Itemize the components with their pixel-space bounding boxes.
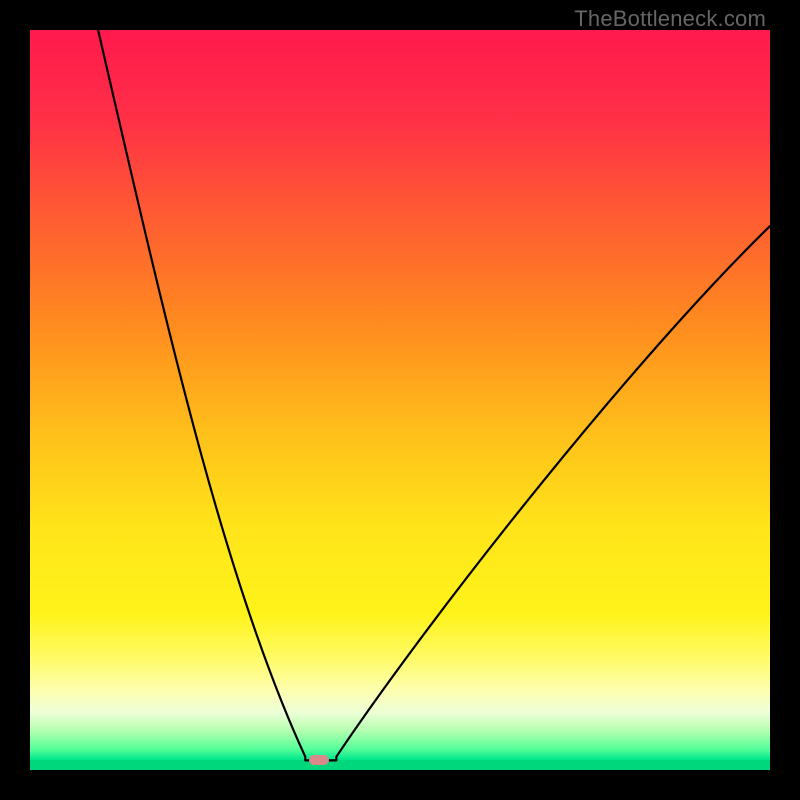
chart-container: TheBottleneck.com	[0, 0, 800, 800]
watermark-text: TheBottleneck.com	[574, 6, 766, 32]
bottleneck-curve	[30, 30, 770, 770]
optimum-marker	[309, 755, 329, 765]
plot-area	[30, 30, 770, 770]
